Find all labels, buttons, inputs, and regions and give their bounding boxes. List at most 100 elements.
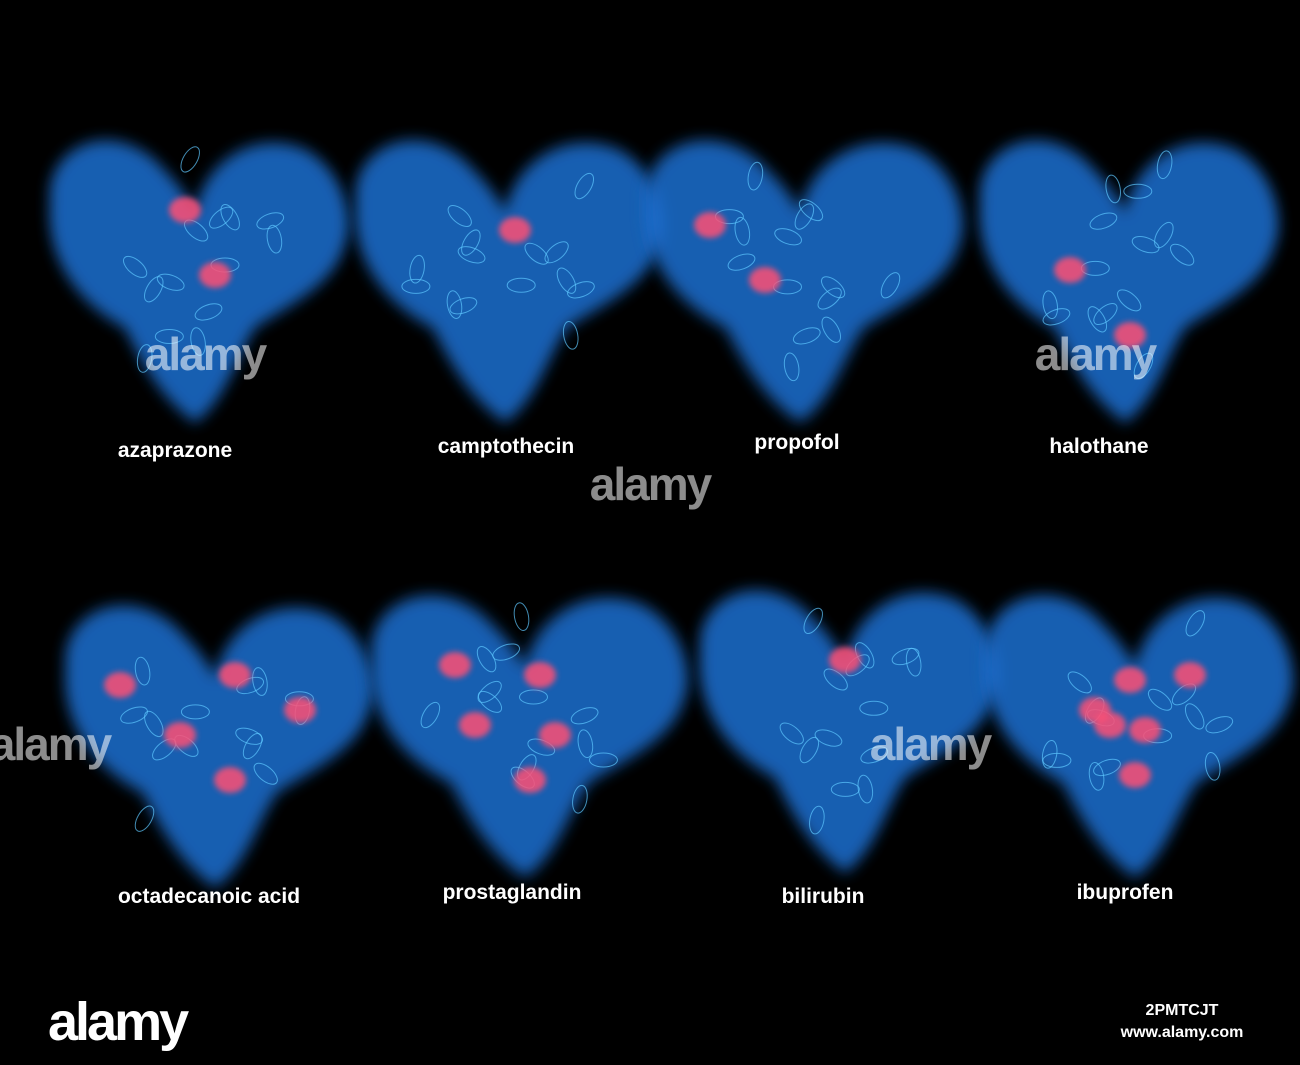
helix <box>122 255 148 278</box>
label: halothane <box>1049 435 1148 458</box>
helix <box>567 281 595 299</box>
helix <box>588 752 618 768</box>
image-id: 2PMTCJT <box>1146 1002 1219 1019</box>
protein <box>699 590 999 873</box>
helix <box>860 746 889 764</box>
protein-surface <box>699 590 999 873</box>
helix <box>253 762 278 785</box>
helix <box>1154 221 1174 249</box>
protein <box>355 140 664 423</box>
helix <box>803 607 823 635</box>
ligand <box>1129 717 1161 743</box>
helix <box>817 287 842 310</box>
protein <box>645 140 963 423</box>
helix <box>1105 174 1122 204</box>
watermark: alamy <box>145 328 268 380</box>
ligand <box>1094 712 1126 738</box>
ligand <box>104 672 136 698</box>
helix <box>144 276 164 303</box>
helix <box>809 805 825 835</box>
protein-surface <box>979 140 1279 423</box>
ligand <box>1054 257 1086 283</box>
protein <box>979 140 1279 423</box>
helix <box>120 706 148 724</box>
helix <box>513 602 530 631</box>
helix <box>1042 308 1071 326</box>
ligand <box>829 647 861 673</box>
helix <box>570 707 599 725</box>
protein <box>49 140 349 423</box>
helix <box>446 290 463 319</box>
helix <box>447 205 472 227</box>
helix <box>156 273 185 291</box>
helix <box>1123 183 1153 199</box>
helix <box>180 704 210 720</box>
helix <box>1147 688 1173 711</box>
helix <box>457 246 486 264</box>
helix <box>1042 752 1072 768</box>
helix <box>891 647 920 666</box>
label: prostaglandin <box>443 881 582 904</box>
logo: alamy <box>48 992 189 1052</box>
helix <box>572 784 588 814</box>
helix <box>1042 290 1059 320</box>
helix <box>190 327 206 356</box>
helix <box>814 729 843 747</box>
helix <box>461 229 481 256</box>
helix <box>476 646 497 673</box>
label: ibuprofen <box>1077 881 1174 904</box>
helix <box>1089 212 1118 230</box>
label: azaprazone <box>118 439 232 462</box>
ligand <box>514 767 546 793</box>
ligand <box>499 217 531 243</box>
helix <box>821 316 842 343</box>
helix <box>180 146 200 173</box>
ligand <box>524 662 556 688</box>
helix <box>562 320 579 350</box>
helix <box>792 327 821 345</box>
watermark: alamy <box>0 718 113 770</box>
protein-surface <box>65 605 374 888</box>
helix <box>574 172 595 200</box>
helix <box>1093 303 1118 325</box>
protein <box>65 605 374 888</box>
ligand <box>459 712 491 738</box>
helix <box>266 224 283 254</box>
ligand <box>214 767 246 793</box>
ligand <box>694 212 726 238</box>
ligand <box>539 722 571 748</box>
label: camptothecin <box>438 435 575 458</box>
ligand <box>749 267 781 293</box>
ligand <box>1119 762 1151 788</box>
ligand <box>439 652 471 678</box>
helix <box>774 228 803 246</box>
helix <box>1117 289 1142 312</box>
helix <box>477 690 503 713</box>
helix <box>747 161 764 191</box>
helix <box>577 729 594 759</box>
helix <box>1067 671 1092 694</box>
helix <box>1156 150 1173 180</box>
helix <box>1131 236 1160 254</box>
ligand <box>1174 662 1206 688</box>
helix <box>880 272 901 299</box>
helix <box>154 329 184 345</box>
helix <box>401 278 431 294</box>
helix <box>194 303 223 321</box>
helix <box>134 656 151 686</box>
helix <box>477 680 502 703</box>
helix <box>857 774 874 804</box>
label: propofol <box>754 431 839 454</box>
helix <box>134 805 155 832</box>
helix <box>208 206 234 229</box>
ligand <box>169 197 201 223</box>
ligand <box>1114 667 1146 693</box>
helix <box>519 689 549 705</box>
protein-renderings <box>49 140 1294 888</box>
label: bilirubin <box>782 885 865 908</box>
helix <box>830 781 860 797</box>
ligand <box>1114 322 1146 348</box>
helix <box>783 352 800 382</box>
